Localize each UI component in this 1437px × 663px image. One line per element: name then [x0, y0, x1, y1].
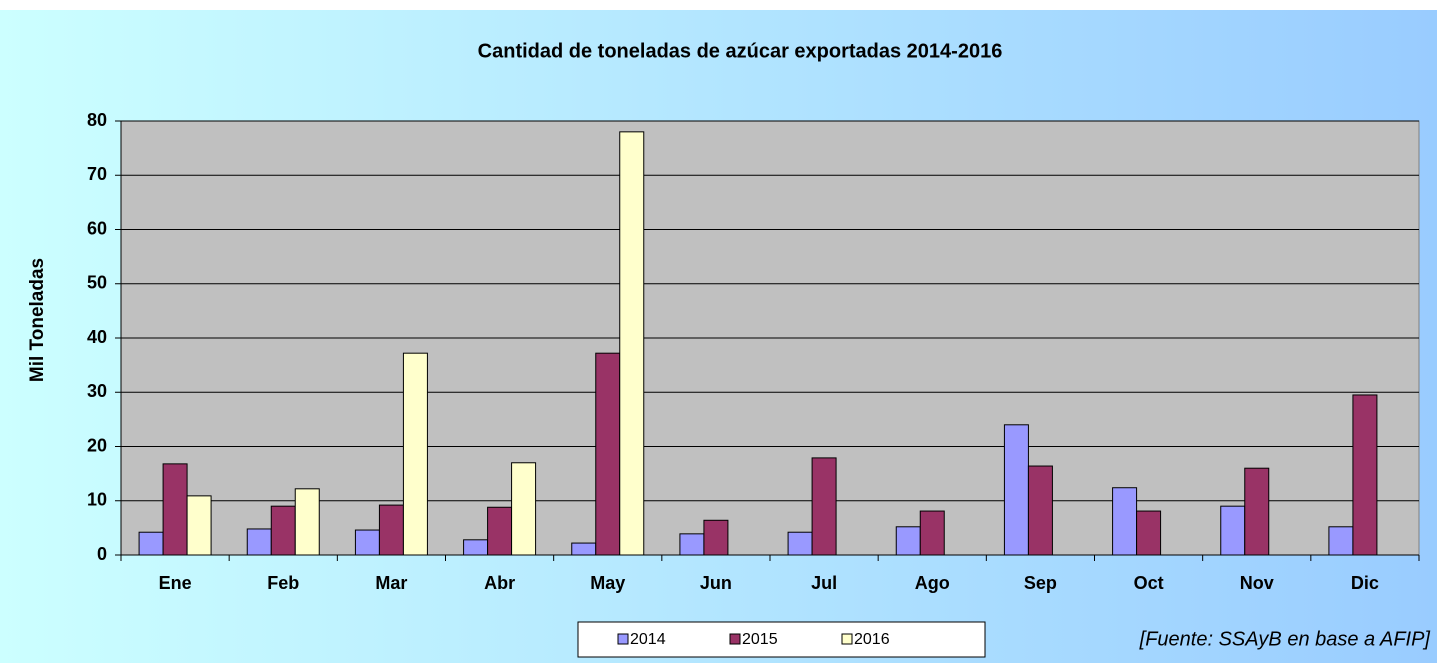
x-tick-label: Jul: [811, 573, 837, 593]
source-note: [Fuente: SSAyB en base a AFIP]: [1139, 628, 1431, 650]
bar: [703, 519, 729, 556]
bar: [294, 488, 320, 556]
bar: [1003, 424, 1029, 556]
bar: [511, 462, 537, 556]
legend-swatch: [841, 633, 853, 645]
bar: [679, 533, 705, 556]
bar: [378, 504, 404, 556]
bar: [1220, 505, 1246, 556]
bar: [1027, 465, 1053, 556]
bar: [1244, 467, 1270, 556]
x-tick-label: Dic: [1351, 573, 1379, 593]
y-tick-label: 0: [97, 544, 107, 564]
x-tick-label: Abr: [484, 573, 515, 593]
y-tick-label: 70: [87, 164, 107, 184]
bar: [1328, 526, 1354, 556]
bar: [919, 510, 945, 556]
bar: [1352, 394, 1378, 556]
x-tick-label: Ago: [915, 573, 950, 593]
bar: [811, 457, 837, 556]
y-tick-label: 40: [87, 327, 107, 347]
chart-title: Cantidad de toneladas de azúcar exportad…: [478, 40, 1003, 62]
bar: [787, 531, 813, 556]
x-tick-label: Nov: [1240, 573, 1274, 593]
bar: [186, 495, 212, 556]
bar: [402, 352, 428, 556]
legend-box: [577, 621, 986, 658]
bar: [1112, 487, 1138, 556]
bar: [270, 505, 296, 556]
bar: [162, 463, 188, 556]
x-tick-label: Oct: [1134, 573, 1164, 593]
y-tick-label: 80: [87, 110, 107, 130]
bar: [571, 542, 597, 556]
x-tick-label: Mar: [375, 573, 407, 593]
x-tick-label: Feb: [267, 573, 299, 593]
bar: [619, 131, 645, 556]
legend-swatch: [729, 633, 741, 645]
x-tick-label: Jun: [700, 573, 732, 593]
bar: [246, 528, 272, 556]
legend-label: 2016: [854, 631, 890, 648]
y-tick-label: 50: [87, 273, 107, 293]
y-tick-label: 10: [87, 490, 107, 510]
legend-label: 2015: [742, 631, 778, 648]
y-axis-label: Mil Toneladas: [27, 258, 48, 382]
bar: [595, 352, 621, 556]
legend-label: 2014: [630, 631, 666, 648]
y-tick-label: 20: [87, 435, 107, 455]
legend-swatch: [617, 633, 629, 645]
bar: [487, 506, 513, 556]
bar: [1136, 510, 1162, 556]
x-tick-label: May: [590, 573, 625, 593]
bar: [895, 526, 921, 556]
x-tick-label: Ene: [159, 573, 192, 593]
y-tick-label: 30: [87, 381, 107, 401]
y-tick-label: 60: [87, 218, 107, 238]
x-tick-label: Sep: [1024, 573, 1057, 593]
bar: [354, 529, 380, 556]
bar: [463, 539, 489, 556]
bar: [138, 531, 164, 556]
